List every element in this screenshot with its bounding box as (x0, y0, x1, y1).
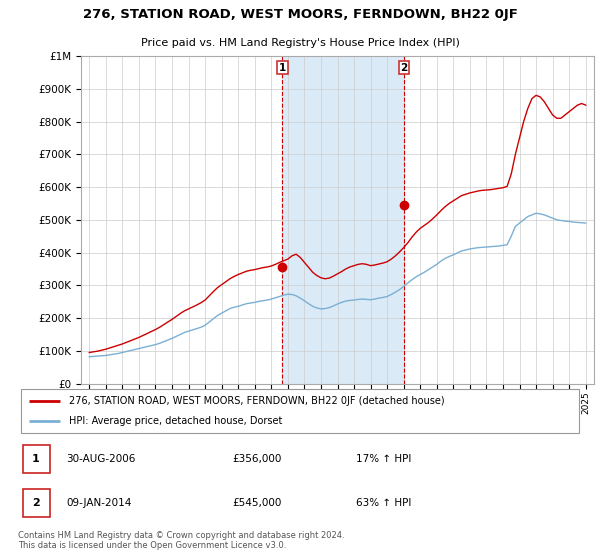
Bar (283, 56, 404, 384)
Text: 276, STATION ROAD, WEST MOORS, FERNDOWN, BH22 0JF: 276, STATION ROAD, WEST MOORS, FERNDOWN,… (83, 8, 517, 21)
FancyBboxPatch shape (23, 489, 50, 517)
FancyBboxPatch shape (23, 445, 50, 473)
FancyBboxPatch shape (21, 389, 579, 433)
Text: £545,000: £545,000 (232, 498, 281, 508)
Text: HPI: Average price, detached house, Dorset: HPI: Average price, detached house, Dors… (69, 416, 282, 426)
Text: 276, STATION ROAD, WEST MOORS, FERNDOWN, BH22 0JF (detached house): 276, STATION ROAD, WEST MOORS, FERNDOWN,… (69, 396, 445, 406)
Text: 2: 2 (401, 63, 408, 73)
Text: 09-JAN-2014: 09-JAN-2014 (66, 498, 131, 508)
Text: Price paid vs. HM Land Registry's House Price Index (HPI): Price paid vs. HM Land Registry's House … (140, 38, 460, 48)
Text: 1: 1 (32, 454, 40, 464)
Text: 1: 1 (279, 63, 286, 73)
Text: 17% ↑ HPI: 17% ↑ HPI (356, 454, 412, 464)
Text: Contains HM Land Registry data © Crown copyright and database right 2024.
This d: Contains HM Land Registry data © Crown c… (18, 531, 344, 550)
Text: £356,000: £356,000 (232, 454, 281, 464)
Text: 63% ↑ HPI: 63% ↑ HPI (356, 498, 412, 508)
Text: 2: 2 (32, 498, 40, 508)
Text: 30-AUG-2006: 30-AUG-2006 (66, 454, 136, 464)
